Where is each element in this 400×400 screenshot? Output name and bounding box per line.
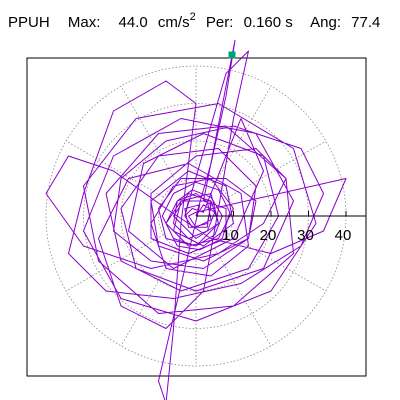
motion-trace [45, 40, 347, 400]
radial-tick-label: 20 [260, 227, 277, 244]
peak-marker [228, 51, 236, 59]
grid-spoke [120, 85, 178, 184]
radial-tick-label: 10 [222, 227, 239, 244]
radial-tick-label: 30 [297, 227, 314, 244]
plot-frame [26, 57, 367, 377]
radial-axis: 10 20 30 40 [196, 211, 366, 244]
grid-spoke [65, 234, 164, 292]
trace-layer [45, 40, 347, 400]
grid-spoke [214, 85, 272, 184]
max-unit: cm/s [157, 14, 190, 31]
radial-tick-label: 40 [335, 227, 352, 244]
grid-spoke [65, 140, 164, 198]
max-label: Max: [67, 14, 101, 31]
angle-value: 77.4 [351, 14, 381, 31]
grid-spoke [228, 234, 327, 292]
angle-label: Ang: [310, 14, 341, 31]
max-unit-exponent: 2 [189, 11, 196, 23]
station-code: PPUH [8, 14, 50, 31]
header-readout: PPUH Max: 44.0 cm/s2 Per: 0.160 s Ang: 7… [8, 11, 381, 31]
period-label: Per: [205, 14, 234, 31]
peak-marker-layer [228, 51, 236, 59]
max-value: 44.0 [118, 14, 148, 31]
period-value: 0.160 s [243, 14, 293, 31]
